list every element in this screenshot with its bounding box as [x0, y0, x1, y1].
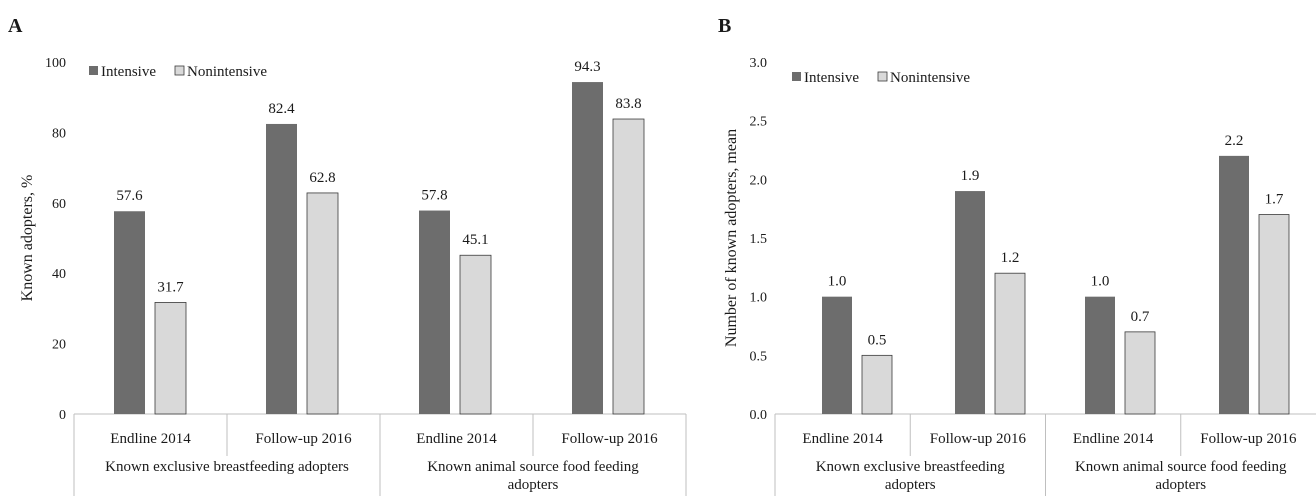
data-label: 2.2: [1225, 133, 1244, 149]
chart-panel-b: B Number of known adopters, mean 0.0 0.5 1.0…: [718, 15, 1316, 496]
legend: Intensive Nonintensive: [89, 64, 267, 80]
y-axis-title: Number of known adopters, mean: [723, 129, 740, 347]
legend-swatch-nonintensive: [877, 71, 888, 82]
bar-intensive: [822, 296, 852, 414]
panel-letter: A: [8, 15, 23, 37]
x-group-label: adopters: [1155, 477, 1206, 493]
y-axis-title: Known adopters, %: [19, 175, 36, 302]
x-group-label: Known exclusive breastfeeding adopters: [105, 459, 349, 475]
x-category-label: Follow-up 2016: [930, 431, 1027, 447]
data-label: 94.3: [574, 59, 600, 75]
bar-intensive: [1085, 296, 1115, 414]
x-category-label: Endline 2014: [110, 431, 191, 447]
x-category-label: Follow-up 2016: [1200, 431, 1297, 447]
x-group-label: adopters: [508, 477, 559, 493]
y-tick-label: 20: [52, 338, 66, 353]
y-tick-label: 40: [52, 267, 66, 282]
data-label: 1.0: [828, 274, 847, 290]
legend-label: Intensive: [804, 70, 859, 86]
legend-label: Nonintensive: [187, 64, 267, 80]
y-tick-label: 1.5: [750, 232, 768, 247]
panel-letter: B: [718, 15, 731, 37]
y-tick-label: 1.0: [750, 291, 768, 306]
y-tick-label: 0: [59, 408, 66, 423]
data-label: 83.8: [615, 96, 641, 112]
legend-swatch-intensive: [792, 72, 801, 81]
y-tick-label: 60: [52, 197, 66, 212]
bar-nonintensive: [861, 354, 893, 415]
bar-intensive: [419, 210, 450, 414]
data-label: 1.0: [1091, 274, 1110, 290]
bar-intensive: [1219, 155, 1249, 414]
x-category-label: Follow-up 2016: [255, 431, 352, 447]
x-group-label: adopters: [885, 477, 936, 493]
bar-nonintensive: [459, 254, 492, 415]
data-label: 62.8: [309, 170, 335, 186]
bar-nonintensive: [1258, 214, 1290, 415]
bar-intensive: [572, 82, 603, 415]
y-tick-label: 2.5: [750, 115, 768, 130]
bar-nonintensive: [1124, 331, 1156, 415]
data-label: 1.2: [1001, 250, 1020, 266]
data-label: 45.1: [462, 232, 488, 248]
y-tick-label: 80: [52, 126, 66, 141]
data-label: 31.7: [157, 279, 184, 295]
y-tick-label: 0.5: [750, 349, 768, 364]
x-group-label: Known animal source food feeding: [1075, 459, 1287, 475]
legend: Intensive Nonintensive: [792, 70, 970, 86]
bar-nonintensive: [612, 118, 645, 415]
bar-nonintensive: [306, 192, 339, 415]
y-tick-label: 100: [45, 56, 66, 71]
legend-swatch-intensive: [89, 66, 98, 75]
bar-intensive: [955, 191, 985, 414]
bar-nonintensive: [154, 302, 187, 415]
bar-intensive: [114, 211, 145, 414]
legend-swatch-nonintensive: [174, 65, 185, 76]
bar-intensive: [266, 123, 297, 415]
y-tick-label: 2.0: [750, 173, 768, 188]
x-category-label: Endline 2014: [1073, 431, 1154, 447]
x-group-label: Known exclusive breastfeeding: [816, 459, 1006, 475]
y-tick-label: 3.0: [750, 56, 768, 71]
bar-nonintensive: [994, 272, 1026, 415]
data-label: 1.9: [961, 168, 980, 184]
data-label: 82.4: [268, 101, 295, 117]
data-label: 0.5: [868, 332, 887, 348]
y-tick-label: 0.0: [750, 408, 768, 423]
x-group-label: Known animal source food feeding: [427, 459, 639, 475]
x-category-label: Endline 2014: [802, 431, 883, 447]
x-category-label: Endline 2014: [416, 431, 497, 447]
data-label: 57.8: [421, 188, 447, 204]
data-label: 0.7: [1131, 309, 1150, 325]
data-label: 1.7: [1265, 192, 1284, 208]
data-label: 57.6: [116, 188, 143, 204]
legend-label: Nonintensive: [890, 70, 970, 86]
legend-label: Intensive: [101, 64, 156, 80]
chart-panel-a: A Known adopters, % 0 20 40 60 80 100 57.6 31.7 En…: [8, 15, 687, 496]
x-category-label: Follow-up 2016: [561, 431, 658, 447]
